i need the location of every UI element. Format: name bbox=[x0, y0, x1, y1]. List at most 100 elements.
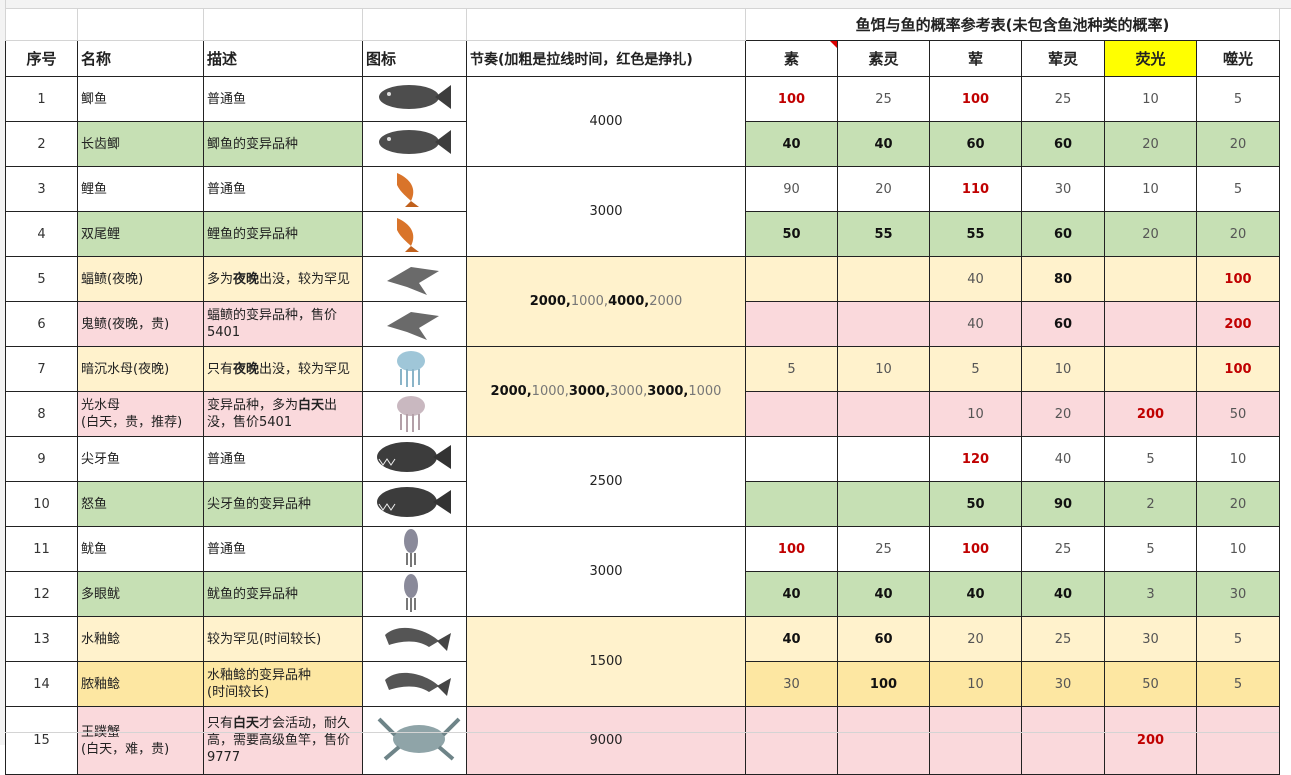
fish-row: 9 尖牙鱼 普通鱼 2500 120 40 5 10 bbox=[5, 436, 1280, 527]
fish-bait-table: 鱼饵与鱼的概率参考表(未包含鱼池种类的概率) 序号 名称 描述 图标 节奏(加粗是拉线时间… bbox=[5, 8, 1280, 775]
rate-cell: 30 bbox=[1021, 661, 1105, 707]
rhythm: 3000 bbox=[466, 166, 746, 257]
rate-cell: 5 bbox=[1196, 616, 1280, 662]
fish-desc: 普通鱼 bbox=[203, 526, 363, 572]
fish-icon bbox=[396, 173, 419, 207]
fish-icon bbox=[376, 487, 451, 517]
rhythm: 2500 bbox=[466, 436, 746, 527]
column-header: 节奏(加粗是拉线时间，红色是挣扎) bbox=[466, 40, 746, 77]
fish-name: 光水母 (白天，贵，推荐) bbox=[77, 391, 204, 437]
fish-row: 11 鱿鱼 普通鱼 3000 100 25 100 25 5 10 bbox=[5, 526, 1280, 617]
fish-icon-cell bbox=[362, 616, 467, 662]
rate-cell: 10 bbox=[929, 661, 1022, 707]
fish-row: 3 鲤鱼 普通鱼 3000 90 20 110 30 10 5 bbox=[5, 166, 1280, 257]
rate-cell: 30 bbox=[1021, 166, 1105, 212]
fish-icon-cell bbox=[362, 346, 467, 392]
rate-cell: 40 bbox=[1021, 436, 1105, 482]
text-segment: 1000, bbox=[531, 384, 569, 399]
column-header: 图标 bbox=[362, 40, 467, 77]
header-row: 序号 名称 描述 图标 节奏(加粗是拉线时间，红色是挣扎) 素素灵荤荤灵 荧光 噬光 bbox=[5, 40, 1280, 77]
text-segment: 2000, bbox=[490, 384, 532, 399]
fish-icon-cell bbox=[362, 301, 467, 347]
rate-cell: 20 bbox=[1196, 211, 1280, 257]
empty-row bbox=[5, 732, 1279, 746]
fish-icon-cell bbox=[362, 481, 467, 527]
fish-icon bbox=[396, 396, 425, 432]
fish-icon-cell bbox=[362, 526, 467, 572]
rate-cell: 50 bbox=[745, 211, 838, 257]
rate-cell: 20 bbox=[1196, 481, 1280, 527]
rate-cell bbox=[1104, 256, 1197, 302]
empty-cell bbox=[5, 8, 78, 41]
rate-cell: 60 bbox=[1021, 121, 1105, 167]
fish-name: 脓釉鲶 bbox=[77, 661, 204, 707]
rate-cell: 40 bbox=[1021, 571, 1105, 617]
rhythm: 2000,1000,3000,3000,3000,1000 bbox=[466, 346, 746, 437]
rate-cell: 5 bbox=[1196, 76, 1280, 122]
rate-cell: 40 bbox=[929, 301, 1022, 347]
text-segment: 出没，较为罕见 bbox=[259, 271, 351, 287]
rate-cell: 5 bbox=[1104, 526, 1197, 572]
rate-cell: 80 bbox=[1021, 256, 1105, 302]
rate-cell bbox=[745, 391, 838, 437]
rate-cell bbox=[837, 481, 930, 527]
fish-name: 多眼鱿 bbox=[77, 571, 204, 617]
row-number: 3 bbox=[5, 166, 78, 212]
rate-cell: 100 bbox=[929, 76, 1022, 122]
text-segment: 白天 bbox=[233, 716, 260, 731]
text-segment: 3000, bbox=[647, 384, 689, 399]
fish-row: 10 怒鱼 尖牙鱼的变异品种 50 90 2 20 bbox=[5, 481, 1280, 527]
fish-icon-cell bbox=[362, 661, 467, 707]
empty-cell bbox=[203, 8, 363, 41]
rate-cell: 55 bbox=[929, 211, 1022, 257]
rate-cell: 10 bbox=[1104, 76, 1197, 122]
fish-icon bbox=[403, 529, 418, 567]
rate-cell: 20 bbox=[1021, 391, 1105, 437]
fish-row: 6 鬼鲼(夜晚，贵) 蝠鲼的变异品种，售价5401 40 60 200 bbox=[5, 301, 1280, 347]
row-number: 8 bbox=[5, 391, 78, 437]
fish-row: 7 暗沉水母(夜晚) 只有夜晚出没，较为罕见 2000,1000,3000,3000,… bbox=[5, 346, 1280, 437]
row-number: 6 bbox=[5, 301, 78, 347]
text-segment: 1000 bbox=[688, 384, 722, 399]
column-header: 荤 bbox=[929, 40, 1022, 77]
fish-desc: 普通鱼 bbox=[203, 166, 363, 212]
column-header: 荤灵 bbox=[1021, 40, 1105, 77]
fish-desc: 鲫鱼的变异品种 bbox=[203, 121, 363, 167]
rate-cell bbox=[1104, 346, 1197, 392]
rate-cell: 40 bbox=[929, 256, 1022, 302]
fish-icon bbox=[378, 130, 451, 154]
text-segment: 2000, bbox=[529, 294, 571, 309]
column-header: 噬光 bbox=[1196, 40, 1280, 77]
rate-cell: 25 bbox=[1021, 526, 1105, 572]
fish-icon-cell bbox=[362, 121, 467, 167]
fish-icon-cell bbox=[362, 166, 467, 212]
row-number: 4 bbox=[5, 211, 78, 257]
text-segment: 只有 bbox=[207, 361, 234, 377]
rate-cell bbox=[837, 391, 930, 437]
rate-cell: 100 bbox=[929, 526, 1022, 572]
rate-cell: 40 bbox=[837, 571, 930, 617]
rhythm: 3000 bbox=[466, 526, 746, 617]
text-segment: 只有 bbox=[207, 716, 234, 731]
rate-cell: 40 bbox=[745, 616, 838, 662]
rate-cell: 100 bbox=[1196, 256, 1280, 302]
rate-cell: 90 bbox=[745, 166, 838, 212]
rate-cell bbox=[745, 481, 838, 527]
table-title: 鱼饵与鱼的概率参考表(未包含鱼池种类的概率) bbox=[745, 8, 1280, 41]
rate-cell: 100 bbox=[745, 526, 838, 572]
rate-cell: 110 bbox=[929, 166, 1022, 212]
rate-cell: 25 bbox=[837, 76, 930, 122]
fish-icon-cell bbox=[362, 76, 467, 122]
fish-desc: 普通鱼 bbox=[203, 76, 363, 122]
fish-name: 蝠鲼(夜晚) bbox=[77, 256, 204, 302]
fish-row: 2 长齿鲫 鲫鱼的变异品种 40 40 60 60 20 20 bbox=[5, 121, 1280, 167]
text-segment: 出没，较为罕见 bbox=[259, 361, 351, 377]
fish-name: 尖牙鱼 bbox=[77, 436, 204, 482]
fish-desc: 鲤鱼的变异品种 bbox=[203, 211, 363, 257]
rate-cell: 40 bbox=[745, 571, 838, 617]
column-header: 描述 bbox=[203, 40, 363, 77]
fish-icon-cell bbox=[362, 256, 467, 302]
rate-cell: 60 bbox=[929, 121, 1022, 167]
text-segment: 4000, bbox=[608, 294, 650, 309]
